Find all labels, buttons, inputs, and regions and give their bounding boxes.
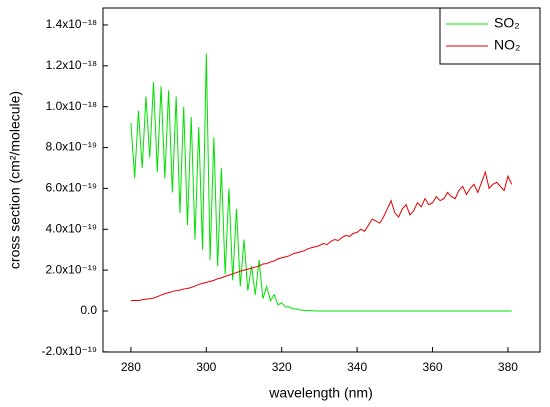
line-series	[130, 53, 512, 312]
y-tick-label: -2.0x10⁻¹⁹	[42, 344, 98, 358]
y-tick-label: 0.0	[80, 303, 97, 317]
y-tick-label: 8.0x10⁻¹⁹	[46, 140, 98, 154]
x-tick-label: 340	[347, 360, 367, 374]
y-tick-label: 2.0x10⁻¹⁹	[46, 262, 98, 276]
x-tick-label: 380	[498, 360, 518, 374]
x-tick-label: 280	[121, 360, 141, 374]
legend-box	[439, 7, 541, 65]
x-tick-label: 300	[196, 360, 216, 374]
y-tick-label: 1.0x10⁻¹⁸	[46, 99, 97, 113]
x-axis-label: wavelength (nm)	[268, 385, 373, 401]
y-tick-label: 4.0x10⁻¹⁹	[46, 221, 98, 235]
plot-frame	[102, 7, 541, 353]
x-tick-label: 360	[423, 360, 443, 374]
y-tick-label: 6.0x10⁻¹⁹	[46, 181, 98, 195]
y-tick-label: 1.4x10⁻¹⁸	[46, 17, 97, 31]
y-axis-label: cross section (cm²/molecule)	[7, 91, 23, 269]
y-tick-label: 1.2x10⁻¹⁸	[46, 58, 97, 72]
x-tick-label: 320	[272, 360, 292, 374]
legend-label: NO₂	[494, 37, 520, 53]
line-series	[130, 170, 513, 302]
legend-label: SO₂	[494, 15, 520, 31]
